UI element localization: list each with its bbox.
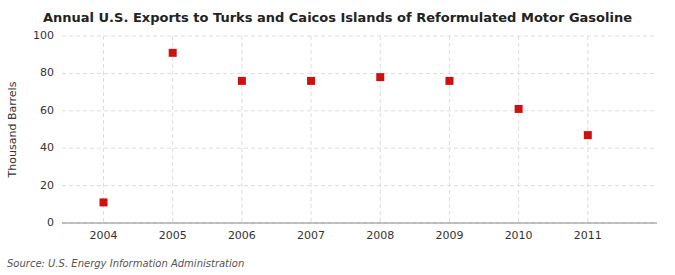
point: [307, 77, 315, 85]
x-grid-line: [518, 36, 519, 223]
point: [100, 198, 108, 206]
y-tick-label: 60: [40, 104, 54, 117]
x-tick-label: 2004: [90, 229, 118, 242]
y-grid-line: [62, 73, 657, 74]
point: [584, 131, 592, 139]
x-axis-line: [62, 223, 657, 224]
chart-svg: 0 20 40 60 80 100 2004 2005 2006 2007 2008 2009 2010…: [0, 0, 675, 275]
x-grid-line: [172, 36, 173, 223]
y-tick-label: 0: [47, 216, 54, 229]
tick-labels: 0 20 40 60 80 100 2004 2005 2006 2007 2008 2009 2010…: [33, 29, 602, 242]
y-grid-line: [62, 185, 657, 186]
x-tick-label: 2007: [297, 229, 325, 242]
points: [100, 49, 592, 207]
x-grid-line: [311, 36, 312, 223]
y-tick-label: 80: [40, 66, 54, 79]
grid: [62, 36, 657, 223]
y-grid-line: [62, 148, 657, 149]
point: [238, 77, 246, 85]
x-tick-label: 2006: [228, 229, 256, 242]
x-tick-label: 2011: [574, 229, 602, 242]
x-grid-line: [449, 36, 450, 223]
y-tick-label: 100: [33, 29, 54, 42]
x-tick-label: 2009: [435, 229, 463, 242]
point: [515, 105, 523, 113]
x-tick-label: 2008: [366, 229, 394, 242]
y-grid-line: [62, 36, 657, 37]
x-tick-label: 2005: [159, 229, 187, 242]
point: [376, 73, 384, 81]
source-note: Source: U.S. Energy Information Administ…: [7, 258, 244, 269]
x-grid-line: [380, 36, 381, 223]
y-axis-label: Thousand Barrels: [6, 81, 19, 178]
x-grid-line: [103, 36, 104, 223]
chart-container: 0 20 40 60 80 100 2004 2005 2006 2007 2008 2009 2010…: [0, 0, 675, 275]
point: [445, 77, 453, 85]
y-tick-label: 20: [40, 179, 54, 192]
x-tick-label: 2010: [505, 229, 533, 242]
y-grid-line: [62, 223, 657, 224]
point: [169, 49, 177, 57]
x-grid-line: [587, 36, 588, 223]
y-tick-label: 40: [40, 141, 54, 154]
y-grid-line: [62, 110, 657, 111]
title: Annual U.S. Exports to Turks and Caicos …: [43, 10, 632, 25]
x-grid-line: [241, 36, 242, 223]
